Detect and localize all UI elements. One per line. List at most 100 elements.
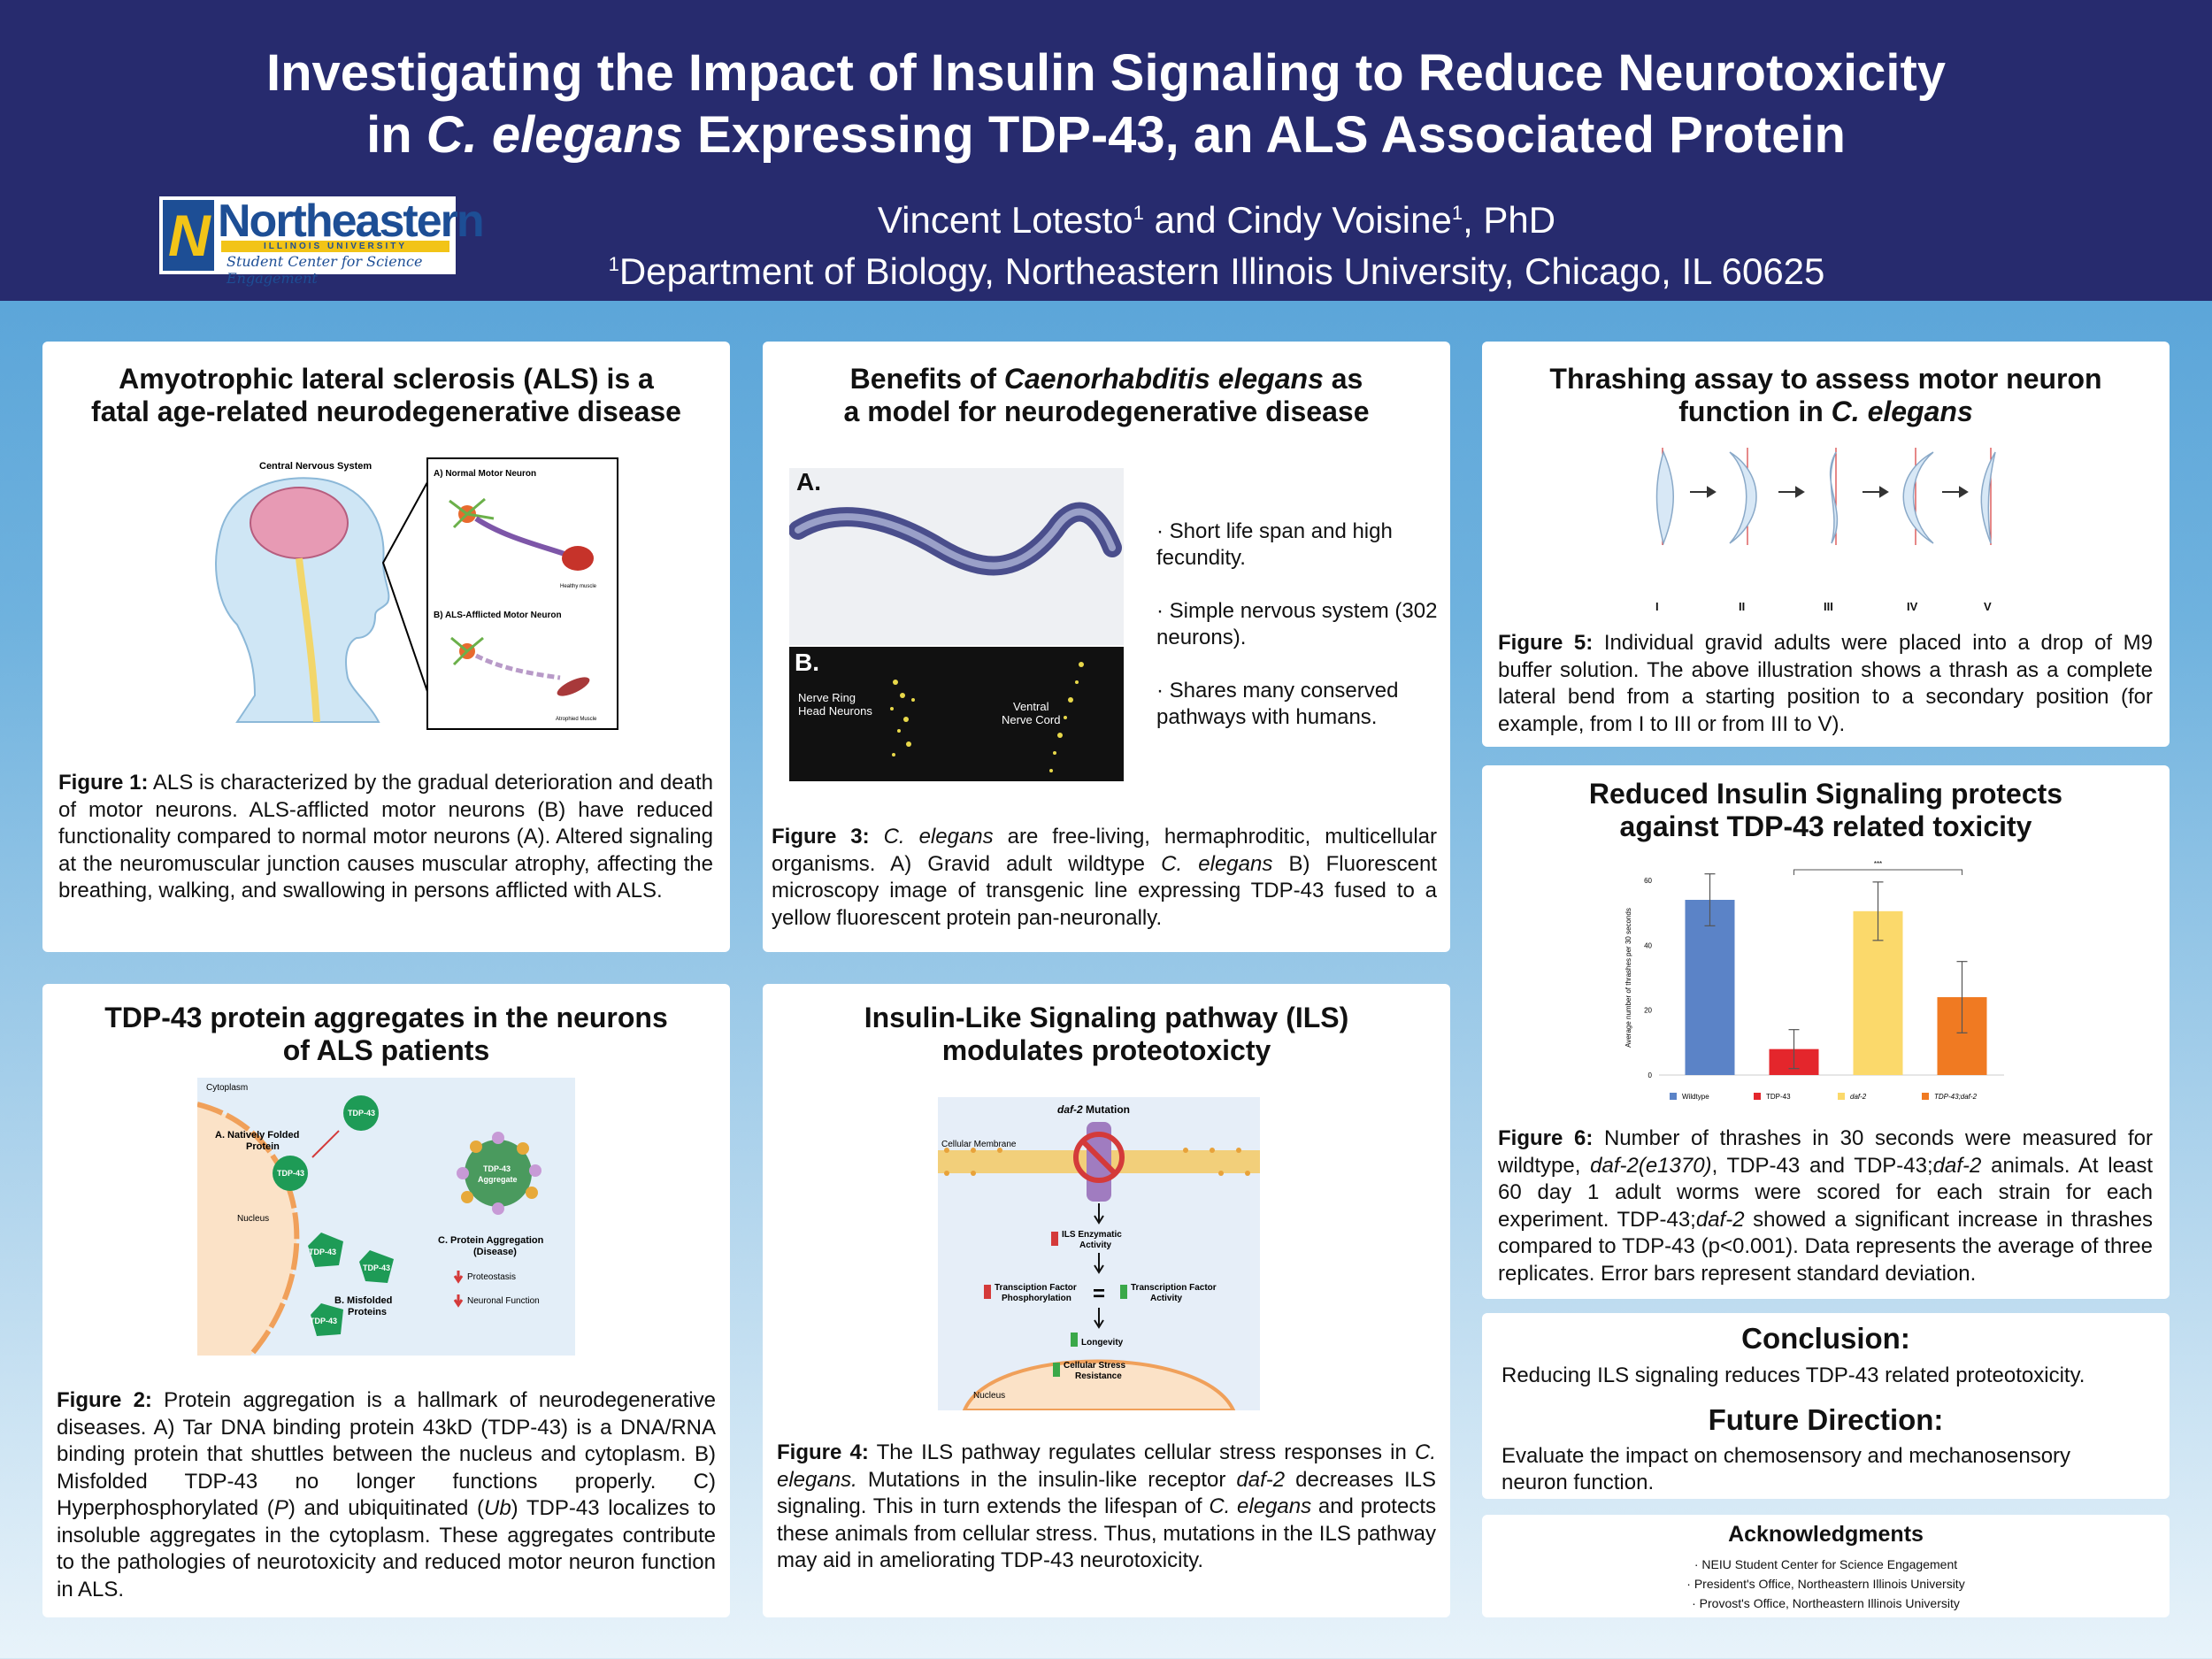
spinal-cord: [296, 557, 320, 723]
svg-text:Atrophied Muscle: Atrophied Muscle: [556, 717, 597, 722]
figure-6-bar-chart: Average number of thrashes per 30 second…: [1624, 860, 2004, 1101]
panel-tdp43-title: TDP-43 protein aggregates in the neurons…: [104, 1002, 668, 1066]
title-line-1: Investigating the Impact of Insulin Sign…: [265, 44, 1947, 102]
svg-text:Aggregate: Aggregate: [478, 1175, 518, 1184]
poster-title: Investigating the Impact of Insulin Sign…: [0, 42, 2212, 166]
panel-celegans-title: Benefits of Caenorhabditis elegans as a …: [843, 363, 1370, 427]
stage-label: IV: [1907, 600, 1918, 613]
chart-y-axis-label: Average number of thrashes per 30 second…: [1624, 908, 1632, 1048]
svg-text:B. Misfolded: B. Misfolded: [334, 1295, 392, 1306]
figure-4-caption: Figure 4: The ILS pathway regulates cell…: [777, 1440, 1436, 1572]
chart-y-tick-label: 0: [1648, 1071, 1653, 1079]
chart-significance-bracket: [1793, 869, 1962, 875]
acknowledgments-list: · NEIU Student Center for Science Engage…: [1482, 1555, 2170, 1613]
chart-legend-label: Wildtype: [1682, 1093, 1709, 1101]
chart-legend-swatch: [1838, 1093, 1845, 1100]
panel-ils: Insulin-Like Signaling pathway (ILS) modu…: [763, 984, 1450, 1617]
svg-text:Transcription Factor: Transcription Factor: [1131, 1283, 1217, 1293]
future-title: Future Direction:: [1708, 1403, 1944, 1436]
conclusion-title: Conclusion:: [1741, 1322, 1910, 1355]
stage-label: III: [1824, 600, 1833, 613]
svg-text:Neuronal Function: Neuronal Function: [467, 1296, 540, 1306]
chart-legend-swatch: [1922, 1093, 1929, 1100]
panel-acknowledgments: Acknowledgments · NEIU Student Center fo…: [1482, 1515, 2170, 1617]
figure-1-als-diagram: Central Nervous System A) Normal Motor N…: [215, 457, 618, 730]
panel-celegans: Benefits of Caenorhabditis elegans as a …: [763, 342, 1450, 952]
figure-6-caption: Figure 6: Number of thrashes in 30 secon…: [1498, 1126, 2154, 1286]
panel-als: Amyotrophic lateral sclerosis (ALS) is a…: [42, 342, 730, 952]
authors-block: Vincent Lotesto1 and Cindy Voisine1, PhD…: [531, 191, 1902, 294]
chart-legend-label: TDP-43: [1766, 1093, 1791, 1101]
fig1-normal-label: A) Normal Motor Neuron: [434, 469, 536, 479]
acknowledgments-title: Acknowledgments: [1728, 1522, 1924, 1547]
svg-text:TDP-43: TDP-43: [363, 1263, 390, 1272]
svg-text:Activity: Activity: [1079, 1240, 1112, 1250]
panel-thrashing-title: Thrashing assay to assess motor neuron f…: [1549, 363, 2102, 427]
poster-header: Investigating the Impact of Insulin Sign…: [0, 0, 2212, 301]
figure-2-caption: Figure 2: Protein aggregation is a hallm…: [57, 1388, 716, 1601]
panel-conclusion: Conclusion: Reducing ILS signaling reduc…: [1482, 1313, 2170, 1499]
benefit-item: · Short life span and high fecundity.: [1156, 519, 1393, 570]
brain: [250, 487, 349, 559]
svg-text:Proteostasis: Proteostasis: [467, 1272, 516, 1282]
chart-y-tick-label: 60: [1644, 877, 1652, 885]
title-line-2: in C. elegans Expressing TDP-43, an ALS …: [366, 106, 1846, 164]
worm-photo: A.: [789, 468, 1124, 645]
figure-2-aggregation-diagram: Cytoplasm A. Natively Folded Protein TDP…: [197, 1078, 575, 1356]
figure-4-ils-pathway: Cellular Membrane daf-2 Mutation ILS Enz…: [938, 1097, 1260, 1410]
benefit-item: · Simple nervous system (302 neurons).: [1156, 599, 1438, 649]
svg-text:Cytoplasm: Cytoplasm: [206, 1083, 248, 1093]
fig1-cns-label: Central Nervous System: [259, 461, 372, 472]
chart-legend-label: daf-2: [1850, 1093, 1867, 1101]
svg-text:Cellular Stress: Cellular Stress: [1064, 1361, 1125, 1371]
svg-text:Transciption Factor: Transciption Factor: [995, 1283, 1077, 1293]
svg-text:=: =: [1093, 1282, 1105, 1306]
motor-neuron-inset: [426, 457, 618, 730]
benefit-item: · Shares many conserved pathways with hu…: [1156, 679, 1399, 729]
svg-text:Healthy muscle: Healthy muscle: [560, 584, 597, 589]
chart-legend-swatch: [1670, 1093, 1677, 1100]
figure-5-thrash-illustration: [1655, 448, 1996, 546]
svg-text:TDP-43: TDP-43: [483, 1164, 511, 1173]
future-text: Evaluate the impact on chemosensory and …: [1502, 1444, 2071, 1494]
chart-y-tick-label: 20: [1644, 1007, 1652, 1015]
acknowledgment-item: · President's Office, Northeastern Illin…: [1686, 1577, 1965, 1591]
svg-text:Nucleus: Nucleus: [237, 1214, 269, 1224]
chart-bar: [1685, 900, 1735, 1075]
svg-text:TDP-43: TDP-43: [309, 1248, 336, 1256]
panel-results-title: Reduced Insulin Signaling protects agains…: [1588, 778, 2063, 842]
svg-text:Resistance: Resistance: [1075, 1371, 1122, 1381]
stage-label: V: [1984, 600, 1992, 613]
figure-3-caption: Figure 3: C. elegans are free-living, he…: [772, 825, 1437, 930]
acknowledgment-item: · NEIU Student Center for Science Engage…: [1694, 1557, 1958, 1571]
affiliation: 1Department of Biology, Northeastern Ill…: [608, 250, 1825, 292]
chart-legend-label: TDP-43;daf-2: [1934, 1093, 1978, 1101]
svg-text:ILS Enzymatic: ILS Enzymatic: [1062, 1230, 1122, 1240]
panel-tdp43: TDP-43 protein aggregates in the neurons…: [42, 984, 730, 1617]
svg-text:Longevity: Longevity: [1081, 1338, 1124, 1348]
svg-text:daf-2 Mutation: daf-2 Mutation: [1057, 1103, 1130, 1116]
panel-als-title: Amyotrophic lateral sclerosis (ALS) is a…: [91, 363, 681, 427]
thrash-stage-labels: I II III IV V: [1650, 600, 2004, 618]
panel-ils-title: Insulin-Like Signaling pathway (ILS) modu…: [864, 1002, 1349, 1066]
fluorescent-image: B. Nerve Ring Head Neurons Ventral Nerve C…: [789, 647, 1124, 781]
svg-text:Cellular Membrane: Cellular Membrane: [941, 1140, 1017, 1149]
author-line: Vincent Lotesto1 and Cindy Voisine1, PhD: [877, 199, 1556, 241]
university-logo: N Northeastern ILLINOIS UNIVERSITY Stude…: [159, 196, 485, 287]
svg-text:TDP-43: TDP-43: [310, 1317, 337, 1325]
fig1-als-label: B) ALS-Afflicted Motor Neuron: [434, 611, 562, 620]
svg-text:C. Protein Aggregation: C. Protein Aggregation: [438, 1235, 544, 1246]
stage-label: II: [1739, 600, 1746, 613]
panel-thrashing: Thrashing assay to assess motor neuron f…: [1482, 342, 2170, 747]
svg-text:Proteins: Proteins: [348, 1307, 387, 1317]
conclusion-text: Reducing ILS signaling reduces TDP-43 re…: [1502, 1363, 2085, 1387]
chart-y-tick-label: 40: [1644, 941, 1652, 949]
chart-legend-swatch: [1754, 1093, 1761, 1100]
svg-text:Protein: Protein: [246, 1141, 280, 1152]
figure-1-caption: Figure 1: ALS is characterized by the gr…: [58, 771, 713, 902]
svg-text:Activity: Activity: [1150, 1294, 1183, 1303]
stage-label: I: [1655, 600, 1659, 613]
acknowledgment-item: · Provost's Office, Northeastern Illinoi…: [1692, 1596, 1960, 1610]
svg-text:(Disease): (Disease): [473, 1247, 517, 1257]
panel-results: Reduced Insulin Signaling protects agains…: [1482, 765, 2170, 1299]
